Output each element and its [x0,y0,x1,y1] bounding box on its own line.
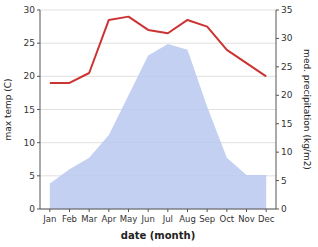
y2-tick [276,38,279,39]
y-tick-label: 15 [24,105,35,115]
x-tick [89,209,90,212]
x-tick-label: May [120,214,138,224]
y2-tick [276,10,279,11]
y-tick-label: 5 [29,171,35,181]
y2-tick-label: 20 [281,90,293,100]
x-tick [226,209,227,212]
y-tick-label: 0 [29,204,35,214]
y2-axis-line [276,10,277,209]
grid-line [40,209,276,210]
y2-tick-label: 30 [281,33,293,43]
y2-tick [276,66,279,67]
x-tick [167,209,168,212]
temperature-line [50,17,266,83]
x-tick [108,209,109,212]
y-axis-label: max temp (C) [3,78,13,140]
y2-tick-label: 5 [281,176,287,186]
y2-tick [276,180,279,181]
y2-tick-label: 25 [281,62,292,72]
x-tick-label: Aug [179,214,196,224]
y-tick-label: 25 [24,38,35,48]
y-tick [37,175,40,176]
plot-area [50,17,266,209]
x-tick-label: Sep [199,214,215,224]
y-tick-label: 20 [24,71,36,81]
y-tick-label: 10 [24,138,36,148]
x-tick [187,209,188,212]
x-tick [246,209,247,212]
y2-tick-label: 0 [281,204,287,214]
grid-line [40,43,276,44]
x-axis-label: date (month) [121,230,195,241]
y2-tick [276,209,279,210]
y2-axis-label: med. precipitation (kg/m2) [302,49,312,170]
y-tick [37,209,40,210]
x-axis-line [40,209,276,210]
y-tick [37,109,40,110]
x-tick [207,209,208,212]
y2-tick [276,123,279,124]
x-tick [128,209,129,212]
x-tick-label: Oct [219,214,234,224]
x-tick-label: Mar [81,214,98,224]
y-tick-label: 30 [24,5,36,15]
x-tick-label: Dec [258,214,275,224]
y-tick [37,43,40,44]
x-tick-label: Apr [101,214,116,224]
y2-tick-label: 15 [281,119,292,129]
chart: 0 5 10 15 20 25 30 0 5 10 15 20 25 30 35 Jan Feb MarApr Ma… [0,0,318,247]
x-tick-label: Jul [162,214,173,224]
y2-tick-label: 35 [281,5,292,15]
y-tick [37,10,40,11]
x-tick [69,209,70,212]
x-tick [266,209,267,212]
x-tick-label: Jun [141,214,155,224]
x-tick-label: Jan [42,214,56,224]
x-tick [148,209,149,212]
x-tick [49,209,50,212]
y-tick [37,142,40,143]
y-tick [37,76,40,77]
y2-tick [276,95,279,96]
x-tick-label: Nov [238,214,255,224]
grid-line [40,10,276,11]
y2-tick [276,152,279,153]
y2-tick-label: 10 [281,147,293,157]
precipitation-area [50,44,266,209]
x-tick-label: Feb [62,214,77,224]
